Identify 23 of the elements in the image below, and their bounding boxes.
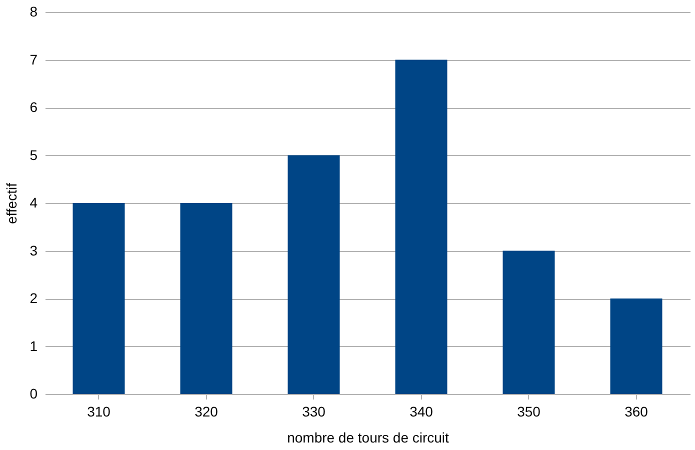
y-tick-label: 7	[30, 51, 38, 68]
bar	[395, 60, 448, 394]
y-tick-label: 3	[30, 242, 38, 258]
x-tick-label: 310	[87, 404, 111, 420]
bar	[502, 250, 555, 394]
y-tick-label: 1	[30, 338, 38, 354]
x-tick-label: 330	[302, 404, 326, 420]
x-tick-label: 340	[410, 404, 434, 420]
bar	[610, 298, 662, 394]
bar	[180, 203, 232, 394]
y-tick-label: 5	[30, 146, 38, 163]
y-tick-label: 6	[30, 99, 38, 115]
y-tick-label: 4	[30, 194, 38, 210]
bar	[72, 203, 125, 394]
x-axis-title: nombre de tours de circuit	[287, 430, 450, 446]
y-axis-title: effectif	[4, 182, 20, 224]
y-tick-label: 2	[30, 290, 38, 306]
x-tick-label: 360	[624, 404, 648, 420]
x-tick-label: 320	[194, 404, 218, 420]
y-tick-label: 0	[30, 386, 38, 402]
y-tick-label: 8	[30, 4, 38, 20]
bar	[288, 155, 340, 394]
x-tick-label: 350	[517, 404, 541, 420]
